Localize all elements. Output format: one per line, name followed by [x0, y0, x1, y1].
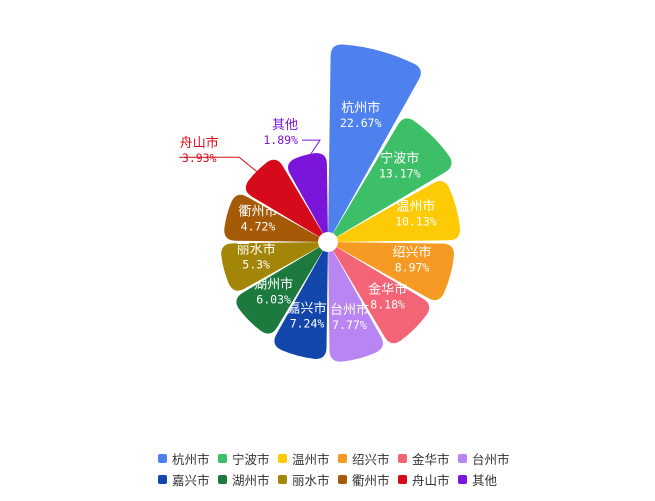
legend-label: 绍兴市 — [352, 452, 390, 467]
legend-item-温州市[interactable]: 温州市 — [278, 450, 338, 467]
legend-label: 台州市 — [472, 452, 510, 467]
sector-绍兴市[interactable] — [336, 242, 454, 301]
sector-宁波市[interactable] — [333, 118, 452, 237]
legend-swatch — [158, 454, 167, 463]
legend-item-嘉兴市[interactable]: 嘉兴市 — [158, 471, 218, 488]
legend-item-其他[interactable]: 其他 — [458, 471, 518, 488]
sector-衢州市[interactable] — [224, 194, 320, 242]
slice-label-value: 7.77% — [332, 318, 367, 332]
legend-item-湖州市[interactable]: 湖州市 — [218, 471, 278, 488]
slice-label-name: 杭州市 — [341, 100, 380, 116]
sector-杭州市[interactable] — [328, 44, 421, 234]
slice-label-name: 台州市 — [330, 302, 369, 318]
slice-label-name: 湖州市 — [254, 276, 293, 292]
legend-label: 其他 — [472, 473, 498, 488]
slice-label-value: 13.17% — [379, 166, 421, 180]
slice-label-name: 温州市 — [396, 198, 435, 214]
legend-item-舟山市[interactable]: 舟山市 — [398, 471, 458, 488]
slice-label-value: 8.18% — [370, 298, 405, 312]
sector-舟山市[interactable] — [245, 159, 323, 237]
legend-swatch — [338, 475, 347, 484]
legend-label: 金华市 — [412, 452, 450, 467]
slice-label-value: 4.72% — [241, 219, 276, 233]
legend-swatch — [398, 454, 407, 463]
legend-item-台州市[interactable]: 台州市 — [458, 450, 518, 467]
legend-swatch — [458, 454, 467, 463]
slice-label-name: 舟山市 — [180, 135, 219, 151]
legend-swatch — [158, 475, 167, 484]
legend-label: 温州市 — [292, 452, 330, 467]
slice-label-name: 丽水市 — [237, 241, 276, 257]
legend-swatch — [218, 475, 227, 484]
legend-item-宁波市[interactable]: 宁波市 — [218, 450, 278, 467]
slice-label-value: 7.24% — [290, 316, 325, 330]
legend-label: 杭州市 — [172, 452, 210, 467]
legend-item-衢州市[interactable]: 衢州市 — [338, 471, 398, 488]
legend-label: 丽水市 — [292, 473, 330, 488]
legend-label: 湖州市 — [232, 473, 270, 488]
slice-label-value: 3.93% — [182, 151, 217, 165]
sector-其他[interactable] — [287, 153, 328, 234]
sector-温州市[interactable] — [336, 181, 461, 242]
legend-swatch — [278, 454, 287, 463]
slice-label-value: 10.13% — [395, 214, 437, 228]
slice-label-value: 8.97% — [395, 261, 430, 275]
legend-swatch — [458, 475, 467, 484]
slice-label-name: 嘉兴市 — [288, 300, 327, 316]
slice-label-name: 金华市 — [368, 282, 407, 298]
slice-label-name: 其他 — [272, 118, 298, 133]
sector-丽水市[interactable] — [221, 242, 320, 291]
legend-item-绍兴市[interactable]: 绍兴市 — [338, 450, 398, 467]
legend-label: 嘉兴市 — [172, 473, 210, 488]
sector-金华市[interactable] — [333, 247, 430, 344]
legend-label: 舟山市 — [412, 473, 450, 488]
leader-line-舟山市 — [179, 156, 262, 176]
sector-台州市[interactable] — [328, 250, 383, 362]
slice-label-value: 22.67% — [340, 116, 382, 130]
leader-line-其他 — [302, 139, 321, 162]
slice-label-value: 6.03% — [256, 292, 291, 306]
legend-swatch — [338, 454, 347, 463]
legend-swatch — [278, 475, 287, 484]
legend-label: 宁波市 — [232, 452, 270, 467]
slice-label-name: 绍兴市 — [393, 245, 432, 261]
legend-swatch — [398, 475, 407, 484]
chart-legend: 杭州市 宁波市 温州市 绍兴市 金华市 台州市嘉兴市 湖州市 丽水市 衢州市 舟山市 其他 — [158, 450, 518, 488]
sector-湖州市[interactable] — [236, 247, 323, 334]
legend-label: 衢州市 — [352, 473, 390, 488]
slice-label-name: 宁波市 — [380, 150, 419, 166]
slice-label-value: 1.89% — [263, 133, 298, 147]
slice-label-name: 衢州市 — [239, 203, 278, 219]
legend-item-杭州市[interactable]: 杭州市 — [158, 450, 218, 467]
legend-item-金华市[interactable]: 金华市 — [398, 450, 458, 467]
legend-swatch — [218, 454, 227, 463]
legend-item-丽水市[interactable]: 丽水市 — [278, 471, 338, 488]
slice-label-value: 5.3% — [242, 257, 270, 271]
sector-嘉兴市[interactable] — [274, 250, 328, 359]
